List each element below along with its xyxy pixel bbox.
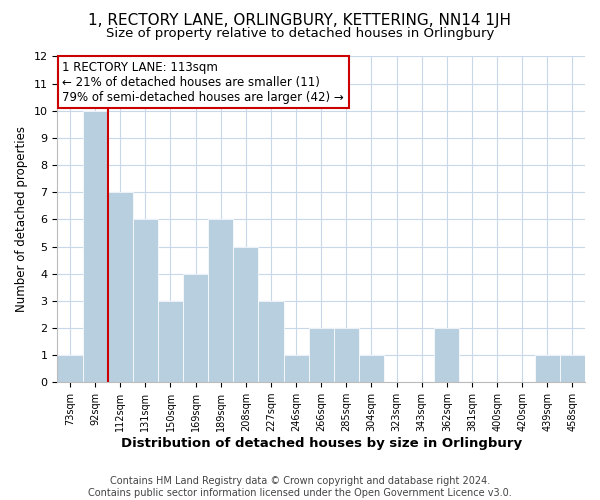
Bar xyxy=(359,355,384,382)
Bar xyxy=(560,355,585,382)
Bar xyxy=(133,220,158,382)
Bar xyxy=(284,355,308,382)
Bar xyxy=(158,301,183,382)
Bar xyxy=(233,246,259,382)
Bar xyxy=(107,192,133,382)
Bar xyxy=(434,328,460,382)
X-axis label: Distribution of detached houses by size in Orlingbury: Distribution of detached houses by size … xyxy=(121,437,522,450)
Bar xyxy=(183,274,208,382)
Bar xyxy=(308,328,334,382)
Text: Contains HM Land Registry data © Crown copyright and database right 2024.
Contai: Contains HM Land Registry data © Crown c… xyxy=(88,476,512,498)
Bar xyxy=(259,301,284,382)
Bar xyxy=(58,355,83,382)
Bar xyxy=(334,328,359,382)
Text: 1, RECTORY LANE, ORLINGBURY, KETTERING, NN14 1JH: 1, RECTORY LANE, ORLINGBURY, KETTERING, … xyxy=(89,12,511,28)
Bar xyxy=(535,355,560,382)
Text: 1 RECTORY LANE: 113sqm
← 21% of detached houses are smaller (11)
79% of semi-det: 1 RECTORY LANE: 113sqm ← 21% of detached… xyxy=(62,60,344,104)
Bar xyxy=(208,220,233,382)
Bar xyxy=(83,111,107,382)
Y-axis label: Number of detached properties: Number of detached properties xyxy=(15,126,28,312)
Text: Size of property relative to detached houses in Orlingbury: Size of property relative to detached ho… xyxy=(106,28,494,40)
